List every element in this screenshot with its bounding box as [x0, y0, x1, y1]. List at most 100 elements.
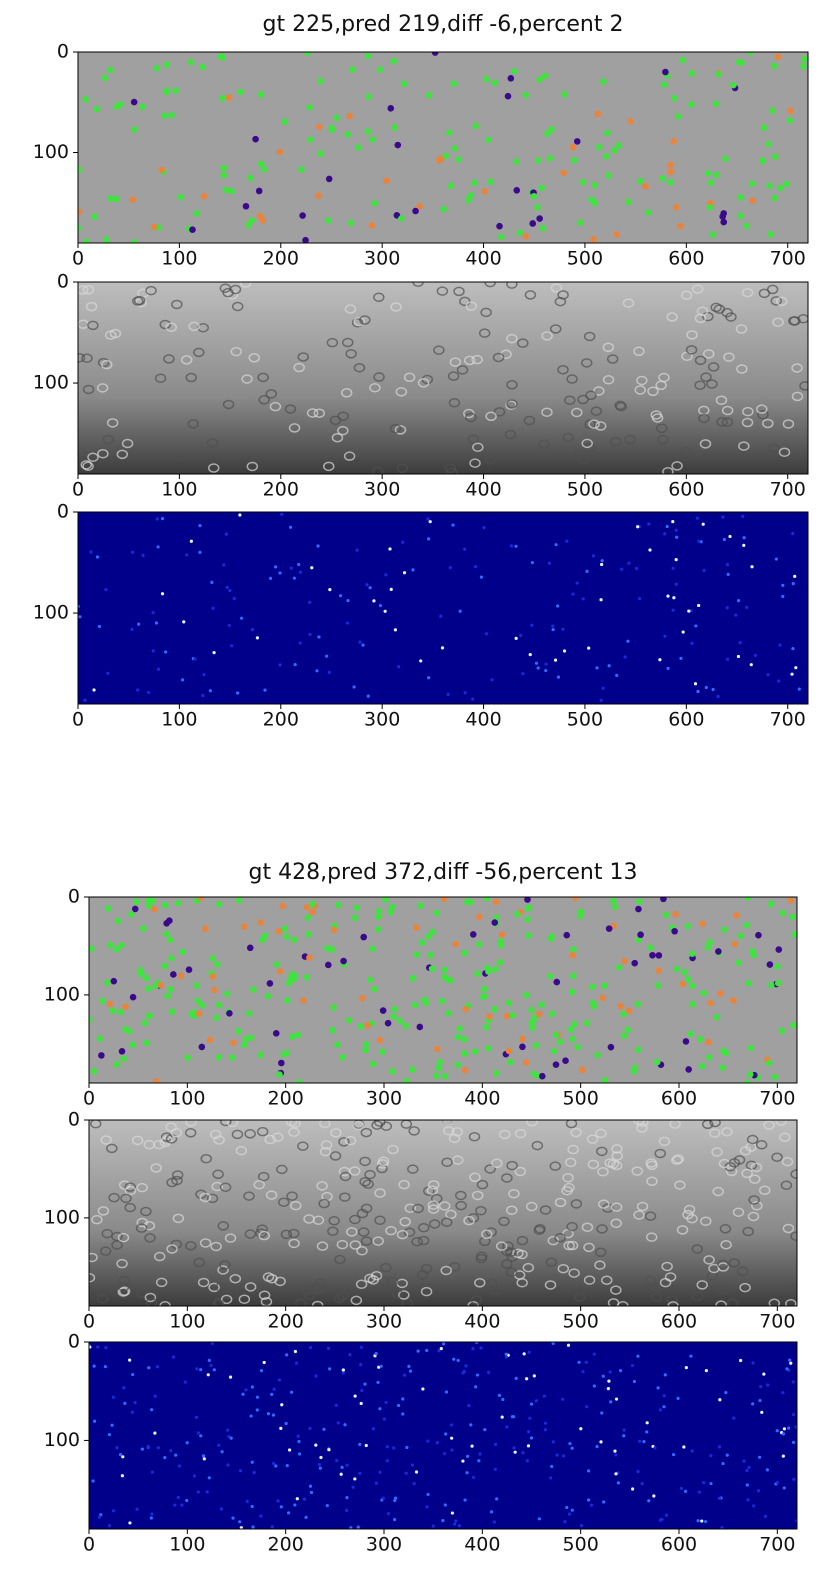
texture-dot: [790, 1282, 797, 1293]
texture-dot: [290, 936, 298, 944]
texture-dot: [418, 1222, 430, 1233]
texture-dot: [717, 1445, 722, 1449]
texture-dot: [725, 1453, 729, 1457]
texture-dot: [212, 1299, 224, 1306]
texture-dot: [89, 1345, 92, 1349]
texture-dot: [450, 1511, 455, 1515]
texture-dot: [552, 1061, 560, 1068]
texture-dot: [660, 897, 667, 903]
texture-dot: [720, 218, 728, 226]
texture-dot: [325, 1504, 329, 1508]
texture-dot: [353, 904, 361, 912]
texture-dot: [412, 207, 419, 215]
texture-dot: [117, 1287, 130, 1297]
texture-dot: [713, 304, 726, 314]
texture-dot: [390, 57, 397, 65]
texture-dot: [402, 1373, 407, 1377]
texture-dot: [600, 1411, 604, 1415]
texture-dot: [492, 352, 505, 363]
texture-dot: [102, 434, 115, 445]
texture-dot: [644, 209, 652, 216]
texture-dot: [742, 1226, 754, 1237]
texture-dot: [358, 1471, 362, 1475]
texture-dot: [154, 373, 167, 383]
texture-dot: [129, 196, 137, 203]
texture-dot: [490, 678, 494, 682]
texture-dot: [231, 1516, 235, 1520]
texture-dot: [790, 1231, 797, 1242]
texture-dot: [673, 204, 680, 211]
texture-dot: [445, 1009, 452, 1017]
texture-dot: [684, 1366, 688, 1370]
texture-dot: [97, 624, 102, 629]
texture-dot: [171, 1175, 183, 1186]
texture-dot: [294, 1031, 302, 1039]
texture-dot: [340, 1465, 344, 1469]
texture-dot: [215, 1053, 223, 1061]
texture-dot: [366, 976, 374, 984]
texture-dot: [362, 1041, 370, 1048]
texture-dot: [480, 985, 488, 993]
texture-dot: [537, 1517, 541, 1521]
texture-dot: [220, 1120, 232, 1127]
texture-dot: [687, 1030, 694, 1038]
texture-dot: [474, 1385, 478, 1389]
texture-dot: [461, 949, 469, 957]
texture-dot: [716, 694, 720, 699]
texture-dot: [523, 991, 530, 999]
texture-dot: [549, 1161, 562, 1171]
texture-dot: [278, 571, 282, 575]
texture-dot: [194, 1415, 198, 1419]
texture-dot: [427, 537, 431, 541]
texture-dot: [601, 982, 608, 990]
texture-dot: [524, 897, 531, 903]
texture-dot: [521, 672, 525, 676]
texture-dot: [286, 1511, 291, 1515]
texture-dot: [272, 1132, 284, 1142]
texture-dot: [250, 1460, 254, 1464]
texture-dot: [200, 1153, 212, 1164]
texture-dot: [153, 1431, 157, 1435]
texture-dot: [310, 566, 314, 570]
texture-dot: [707, 362, 720, 372]
texture-dot: [709, 1120, 721, 1128]
texture-dot: [700, 1216, 712, 1226]
texture-dot: [610, 436, 622, 447]
texture-dot: [304, 1515, 308, 1519]
texture-dot: [242, 202, 250, 210]
texture-dot: [599, 1440, 603, 1444]
texture-dot: [506, 1058, 514, 1066]
texture-dot: [536, 76, 543, 83]
texture-dot: [239, 1526, 243, 1529]
texture-dot: [360, 1388, 364, 1393]
texture-dot: [456, 365, 469, 375]
texture-dot: [403, 1077, 411, 1083]
texture-dot: [404, 1203, 416, 1213]
texture-dot: [531, 1140, 544, 1151]
texture-dot: [491, 1158, 503, 1169]
texture-dot: [721, 405, 734, 416]
texture-dot: [255, 187, 263, 195]
texture-dot: [685, 345, 698, 355]
texture-dot: [474, 970, 481, 977]
texture-dot: [484, 455, 496, 465]
texture-dot: [124, 1202, 136, 1213]
texture-dot: [434, 1045, 441, 1053]
texture-dot: [314, 1443, 318, 1447]
texture-dot: [745, 979, 753, 987]
texture-dot: [117, 1282, 130, 1292]
texture-dot: [319, 1146, 332, 1157]
texture-dot: [715, 70, 722, 78]
texture-dot: [549, 1476, 553, 1480]
texture-dot: [306, 136, 314, 144]
texture-dot: [686, 330, 698, 340]
texture-dot: [142, 974, 150, 982]
texture-dot: [467, 898, 474, 906]
texture-dot: [742, 1459, 746, 1463]
texture-dot: [779, 909, 787, 917]
texture-dot: [647, 386, 659, 397]
texture-dot: [158, 166, 165, 174]
texture-dot: [471, 354, 483, 365]
texture-dot: [471, 1190, 484, 1201]
texture-dot: [569, 972, 577, 980]
